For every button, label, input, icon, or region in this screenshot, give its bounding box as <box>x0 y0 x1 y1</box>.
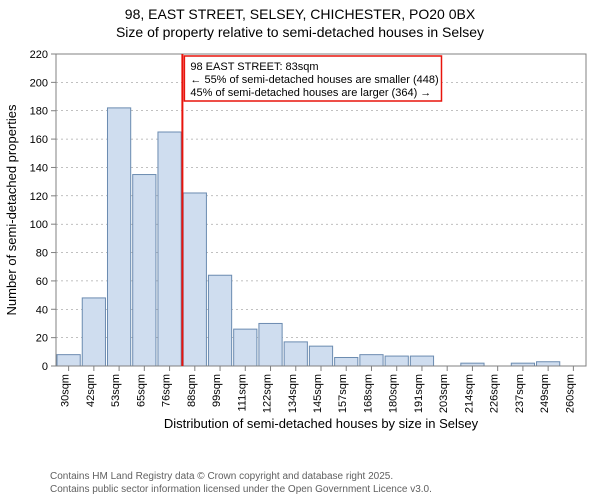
y-tick-label: 120 <box>30 191 48 203</box>
x-tick-label: 168sqm <box>362 374 374 413</box>
x-tick-label: 157sqm <box>337 374 349 413</box>
y-tick-label: 80 <box>36 248 48 260</box>
histogram-bar <box>57 355 80 366</box>
x-tick-label: 226sqm <box>489 374 501 413</box>
x-tick-label: 122sqm <box>262 374 274 413</box>
x-tick-label: 53sqm <box>110 374 122 407</box>
footer-line-1: Contains HM Land Registry data © Crown c… <box>50 471 432 484</box>
x-tick-label: 42sqm <box>85 374 97 407</box>
x-tick-label: 191sqm <box>413 374 425 413</box>
y-tick-label: 20 <box>36 333 48 345</box>
y-tick-label: 140 <box>30 162 48 174</box>
x-tick-label: 180sqm <box>388 374 400 413</box>
x-tick-label: 30sqm <box>60 374 72 407</box>
x-tick-label: 88sqm <box>186 374 198 407</box>
histogram-bar <box>107 108 130 366</box>
x-axis-title: Distribution of semi-detached houses by … <box>164 416 479 431</box>
footer-line-2: Contains public sector information licen… <box>50 484 432 497</box>
x-tick-label: 99sqm <box>211 374 223 407</box>
x-tick-label: 134sqm <box>287 374 299 413</box>
x-tick-label: 203sqm <box>438 374 450 413</box>
y-tick-label: 60 <box>36 276 48 288</box>
histogram-bar <box>183 193 206 366</box>
y-axis-title: Number of semi-detached properties <box>4 104 19 315</box>
attribution-footer: Contains HM Land Registry data © Crown c… <box>50 471 432 496</box>
histogram-bar <box>385 356 408 366</box>
y-tick-label: 0 <box>42 361 48 373</box>
histogram-bar <box>208 275 231 366</box>
histogram-bar <box>259 323 282 366</box>
y-tick-label: 220 <box>30 49 48 61</box>
y-tick-label: 180 <box>30 106 48 118</box>
histogram-bar <box>537 362 560 366</box>
x-tick-label: 145sqm <box>312 374 324 413</box>
histogram-bar <box>410 356 433 366</box>
x-tick-label: 76sqm <box>161 374 173 407</box>
title-line-2: Size of property relative to semi-detach… <box>0 24 600 42</box>
annotation-line: 98 EAST STREET: 83sqm <box>190 61 318 73</box>
histogram-bar <box>309 346 332 366</box>
x-tick-label: 260sqm <box>564 374 576 413</box>
annotation-line: 45% of semi-detached houses are larger (… <box>190 87 431 99</box>
x-tick-label: 111sqm <box>236 374 248 412</box>
histogram-bar <box>335 357 358 366</box>
title-line-1: 98, EAST STREET, SELSEY, CHICHESTER, PO2… <box>0 6 600 24</box>
histogram-bar <box>360 355 383 366</box>
x-tick-label: 249sqm <box>539 374 551 413</box>
histogram-bar <box>82 298 105 366</box>
annotation-line: ← 55% of semi-detached houses are smalle… <box>190 74 438 86</box>
x-tick-label: 65sqm <box>135 374 147 407</box>
histogram-bar <box>284 342 307 366</box>
chart-title-block: 98, EAST STREET, SELSEY, CHICHESTER, PO2… <box>0 0 600 41</box>
y-tick-label: 40 <box>36 304 48 316</box>
y-tick-label: 160 <box>30 134 48 146</box>
histogram-bar <box>234 329 257 366</box>
histogram-bar <box>133 175 156 366</box>
x-tick-label: 237sqm <box>514 374 526 413</box>
histogram-bar <box>158 132 181 366</box>
x-tick-label: 214sqm <box>463 374 475 413</box>
histogram-chart: 0 20 40 60 80 100 120 140 160 180 200 220 30sqm 42sqm… <box>0 44 600 454</box>
y-tick-label: 100 <box>30 219 48 231</box>
y-tick-label: 200 <box>30 77 48 89</box>
chart-container: 0 20 40 60 80 100 120 140 160 180 200 220 30sqm 42sqm… <box>0 44 600 454</box>
